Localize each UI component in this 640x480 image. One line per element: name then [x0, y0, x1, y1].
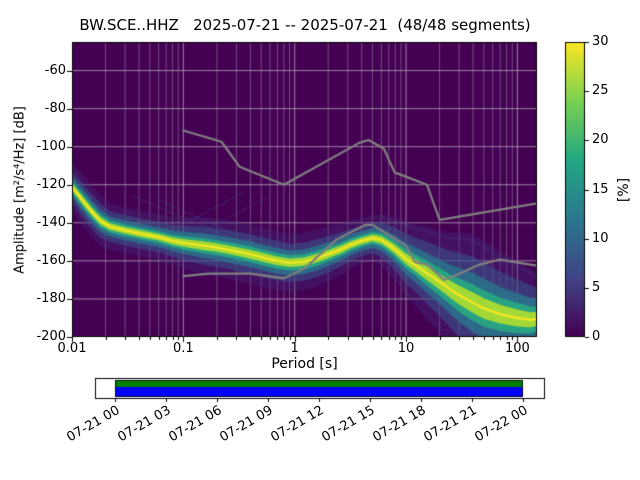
y-axis-label: Amplitude [m²/s⁴/Hz] [dB] [12, 106, 28, 274]
plot-title: BW.SCE..HHZ 2025-07-21 -- 2025-07-21 (48… [79, 16, 531, 34]
colorbar-label: [%] [616, 177, 632, 203]
x-axis-label: Period [s] [271, 356, 338, 372]
